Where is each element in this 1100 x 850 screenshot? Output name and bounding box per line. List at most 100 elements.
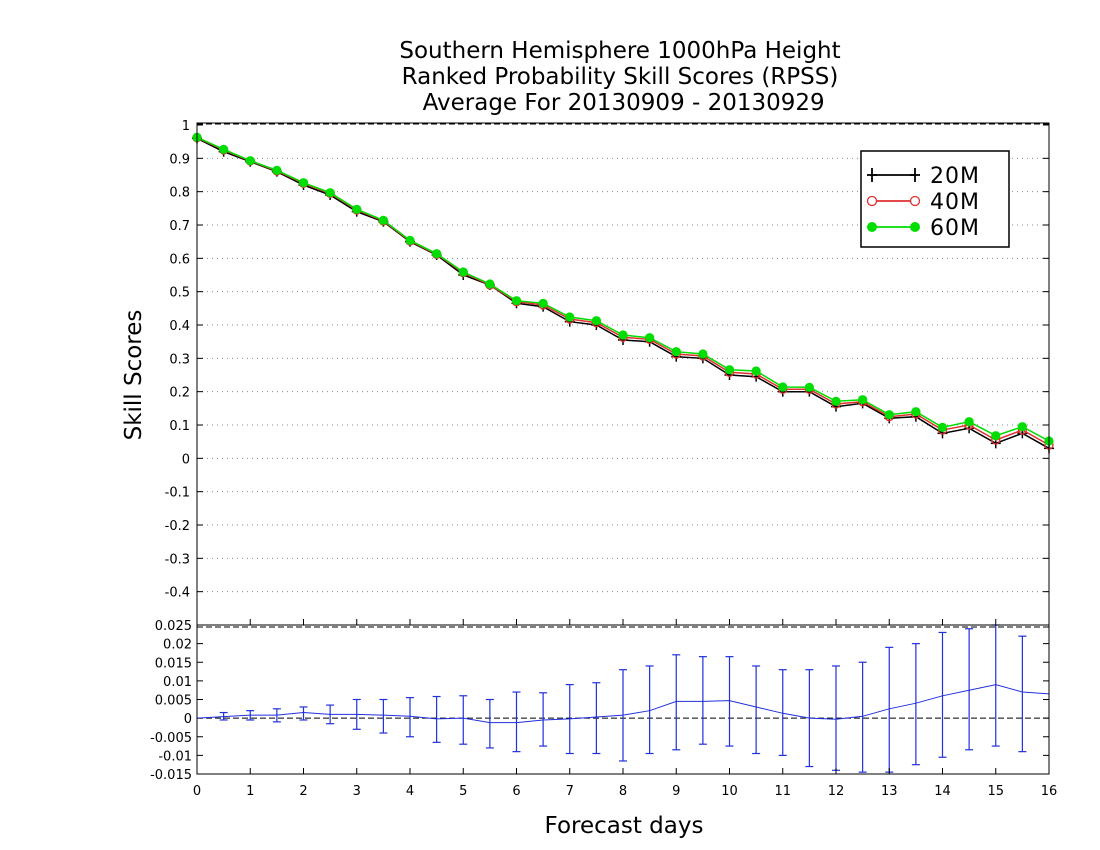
- x-tick-label: 11: [774, 784, 791, 799]
- y-tick-label: 0.2: [169, 386, 190, 401]
- error-bar: [752, 665, 761, 755]
- error-bar: [565, 683, 574, 755]
- error-bar: [858, 661, 867, 773]
- difference-series: [196, 624, 1050, 773]
- x-tick-label: 9: [672, 784, 680, 799]
- data-point-60M: [432, 249, 442, 259]
- y-tick-label: 0.4: [169, 319, 190, 334]
- legend-marker-20M: [867, 168, 877, 182]
- data-point-60M: [911, 407, 921, 417]
- data-point-60M: [645, 333, 655, 343]
- data-point-60M: [831, 396, 841, 406]
- x-tick-label: 4: [406, 784, 414, 799]
- y-tick-label: 0: [182, 452, 190, 467]
- y-tick-label: -0.3: [165, 552, 190, 567]
- y-tick-label: -0.005: [150, 731, 192, 746]
- data-point-60M: [325, 188, 335, 198]
- data-point-60M: [352, 204, 362, 214]
- data-point-60M: [991, 431, 1001, 441]
- error-bar: [672, 654, 681, 751]
- y-tick-label: 0.1: [169, 419, 190, 434]
- skill-score-series: [192, 132, 1054, 454]
- x-axis-ticks: 0 1 2 3 4 5 6 7 8 9 10 11 12 13 14 15 16: [193, 619, 1057, 799]
- data-point-60M: [884, 410, 894, 420]
- top-panel-y-ticks: 1 0.9 0.8 0.7 0.6 0.5 0.4 0.3 0.2 0.1 0 -0.1 -0.2 -0.…: [165, 119, 1049, 601]
- error-bar: [938, 631, 947, 758]
- y-tick-label: 0.6: [169, 252, 190, 267]
- error-bar: [592, 682, 601, 755]
- y-tick-label: 0.02: [163, 638, 192, 653]
- error-bar: [911, 643, 920, 766]
- error-bar: [272, 708, 281, 723]
- y-tick-label: -0.1: [165, 486, 190, 501]
- data-point-60M: [405, 235, 415, 245]
- y-tick-label: -0.01: [158, 749, 192, 764]
- data-point-60M: [671, 347, 681, 357]
- error-bar: [352, 698, 361, 730]
- x-tick-label: 8: [619, 784, 627, 799]
- data-point-60M: [964, 417, 974, 427]
- x-tick-label: 6: [512, 784, 520, 799]
- x-axis-label: Forecast days: [545, 813, 704, 839]
- data-point-60M: [378, 215, 388, 225]
- y-axis-label: Skill Scores: [121, 310, 147, 441]
- legend-marker-40M: [866, 195, 878, 207]
- x-tick-label: 12: [828, 784, 845, 799]
- y-tick-label: -0.2: [165, 519, 190, 534]
- x-tick-label: 13: [881, 784, 898, 799]
- y-tick-label: -0.015: [150, 768, 192, 783]
- y-tick-label: 0.8: [169, 186, 190, 201]
- data-point-60M: [804, 382, 814, 392]
- error-bar: [725, 656, 734, 747]
- error-bar: [326, 704, 335, 725]
- y-tick-label: 0.005: [155, 694, 192, 709]
- x-tick-label: 0: [193, 784, 201, 799]
- error-bar: [485, 698, 494, 749]
- error-bar: [619, 669, 627, 762]
- x-tick-label: 5: [459, 784, 467, 799]
- x-tick-label: 3: [353, 784, 361, 799]
- legend-marker-40M: [909, 195, 921, 207]
- x-tick-label: 2: [299, 784, 307, 799]
- y-tick-label: 0.01: [163, 675, 192, 690]
- data-point-60M: [778, 382, 788, 392]
- y-tick-label: 0: [184, 712, 192, 727]
- data-point-60M: [219, 144, 229, 154]
- data-point-60M: [538, 298, 548, 308]
- data-point-60M: [751, 366, 761, 376]
- error-bar: [805, 669, 814, 768]
- chart-title-line-3: Average For 20130909 - 20130929: [415, 90, 824, 116]
- error-bar: [459, 695, 468, 745]
- data-point-60M: [485, 279, 495, 289]
- y-tick-label: 0.7: [169, 219, 190, 234]
- error-bar: [512, 691, 521, 753]
- error-bar: [379, 698, 388, 734]
- legend-marker-60M: [867, 222, 877, 232]
- data-point-60M: [937, 422, 948, 432]
- chart-title: Southern Hemisphere 1000hPa Height Ranke…: [399, 38, 840, 116]
- data-point-60M: [1017, 422, 1027, 432]
- error-bar: [698, 656, 707, 745]
- error-bar: [406, 697, 414, 738]
- error-bar: [778, 669, 787, 756]
- data-point-60M: [565, 312, 575, 322]
- legend-marker-20M: [910, 168, 920, 182]
- x-tick-label: 14: [934, 784, 951, 799]
- error-bar: [1018, 635, 1027, 753]
- chart-title-line-2: Ranked Probability Skill Scores (RPSS): [402, 64, 839, 90]
- data-point-60M: [724, 365, 735, 375]
- legend-box: [860, 150, 1010, 248]
- error-bar: [539, 692, 548, 747]
- data-point-60M: [458, 267, 468, 277]
- x-tick-label: 7: [566, 784, 574, 799]
- y-tick-label: 0.015: [155, 656, 192, 671]
- error-bar: [219, 711, 228, 721]
- error-bar: [965, 628, 974, 751]
- y-tick-label: 1: [182, 119, 190, 134]
- legend-label-60M: 60M: [930, 216, 980, 241]
- error-bar: [645, 665, 654, 755]
- x-tick-label: 10: [721, 784, 738, 799]
- data-point-60M: [511, 296, 522, 306]
